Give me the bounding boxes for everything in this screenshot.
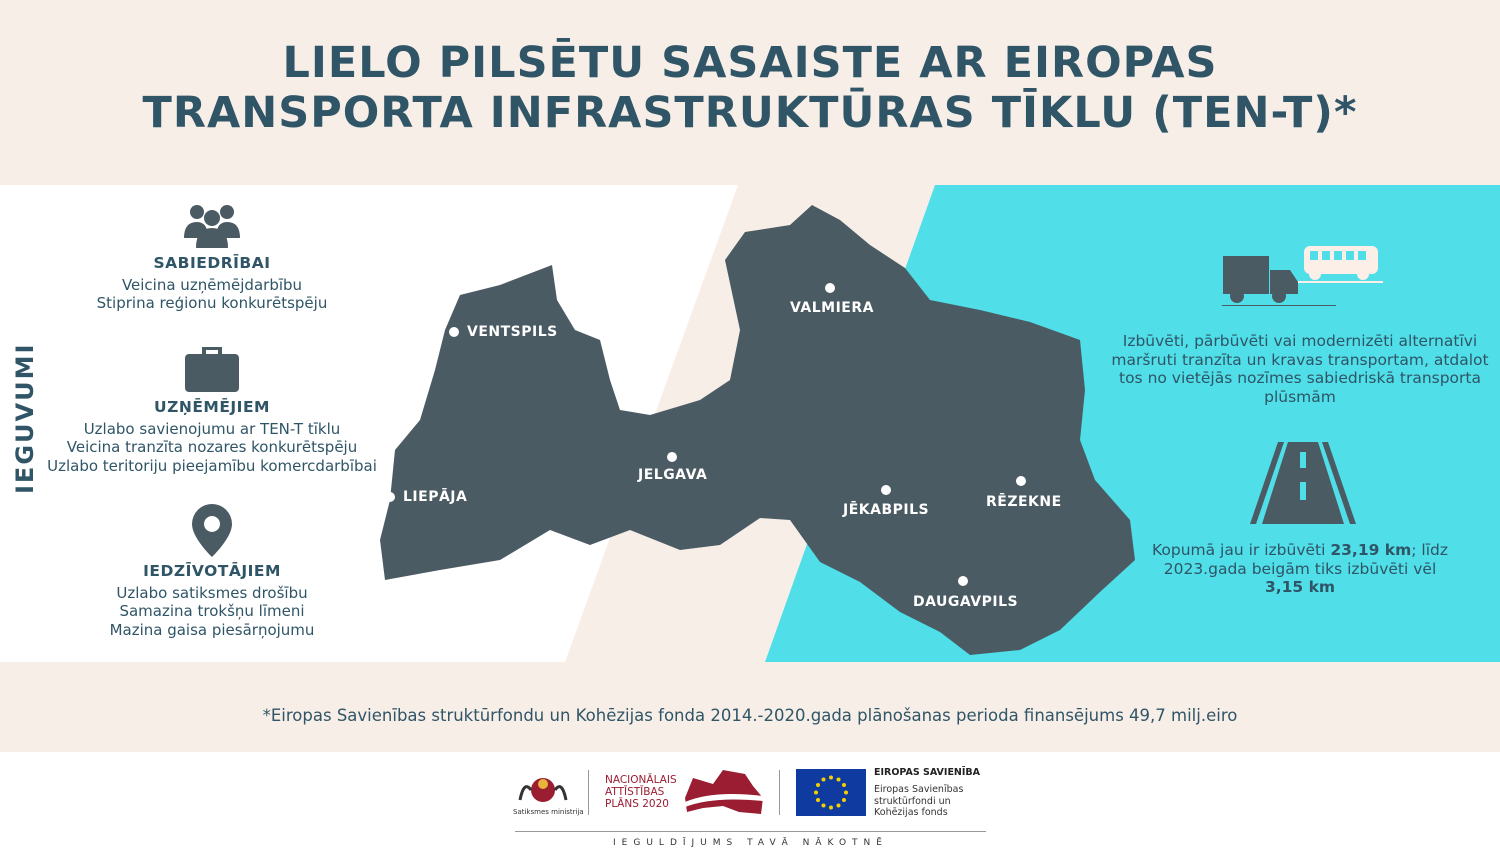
eu-star-icon bbox=[821, 777, 826, 782]
benefit-business: UZŅĒMĒJIEM Uzlabo savienojumu ar TEN-T t… bbox=[32, 344, 392, 475]
city-jelgava: JELGAVA bbox=[638, 467, 708, 483]
eu-star-icon bbox=[841, 783, 846, 787]
page-title: LIELO PILSĒTU SASAISTE AR EIROPAS TRANSP… bbox=[142, 38, 1358, 138]
eu-star-icon bbox=[829, 775, 833, 780]
footnote: *Eiropas Savienības struktūrfondu un Koh… bbox=[262, 706, 1238, 725]
city-daugavpils: DAUGAVPILS bbox=[913, 594, 1019, 610]
city-dot bbox=[881, 485, 891, 495]
city-dot bbox=[385, 492, 395, 502]
city-rezekne: RĒZEKNE bbox=[986, 494, 1062, 510]
eu-star-icon bbox=[844, 790, 848, 795]
eu-star-icon bbox=[841, 798, 846, 802]
briefcase-icon bbox=[185, 347, 239, 392]
city-ventspils: VENTSPILS bbox=[467, 324, 558, 340]
eu-star-icon bbox=[836, 803, 841, 808]
city-dot bbox=[958, 576, 968, 586]
city-dot bbox=[449, 327, 459, 337]
eu-star-icon bbox=[821, 803, 826, 808]
slogan: IEGULDĪJUMS TAVĀ NĀKOTNĒ bbox=[613, 838, 888, 848]
coat-of-arms-icon bbox=[518, 778, 568, 802]
city-valmiera: VALMIERA bbox=[790, 300, 874, 316]
latvia-map bbox=[380, 205, 1135, 655]
eu-flag-icon bbox=[796, 769, 866, 816]
city-jekabpils: JĒKABPILS bbox=[843, 502, 930, 518]
logo-footer: Satiksmes ministrija NACIONĀLAIS ATTĪSTĪB… bbox=[0, 752, 1500, 860]
location-pin-icon bbox=[192, 504, 232, 557]
road-icon bbox=[1250, 442, 1356, 524]
city-dot bbox=[1016, 476, 1026, 486]
km-text: Kopumā jau ir izbūvēti 23,19 km; līdz 20… bbox=[1152, 541, 1448, 596]
eu-star-icon bbox=[816, 798, 821, 802]
city-dot bbox=[825, 283, 835, 293]
routes-text: Izbūvēti, pārbūvēti vai modernizēti alte… bbox=[1111, 332, 1489, 406]
eu-star-icon bbox=[814, 790, 818, 795]
truck-bus-icon bbox=[1222, 246, 1383, 306]
benefit-society: SABIEDRĪBAI Veicina uzņēmējdarbību Stipr… bbox=[32, 200, 392, 313]
eu-star-icon bbox=[829, 805, 833, 810]
people-icon bbox=[184, 205, 240, 248]
eu-star-icon bbox=[816, 783, 821, 787]
city-liepaja: LIEPĀJA bbox=[403, 489, 468, 505]
city-dot bbox=[667, 452, 677, 462]
nap-latvia-logo bbox=[685, 770, 763, 814]
nap-logo-text: NACIONĀLAIS ATTĪSTĪBAS PLĀNS 2020 bbox=[605, 774, 677, 810]
background-bands bbox=[0, 185, 1500, 662]
eu-star-icon bbox=[836, 777, 841, 782]
eu-fund-text: Eiropas Savienības struktūrfondi un Kohēzi… bbox=[874, 784, 964, 818]
benefit-residents: IEDZĪVOTĀJIEM Uzlabo satiksmes drošību S… bbox=[32, 502, 392, 639]
